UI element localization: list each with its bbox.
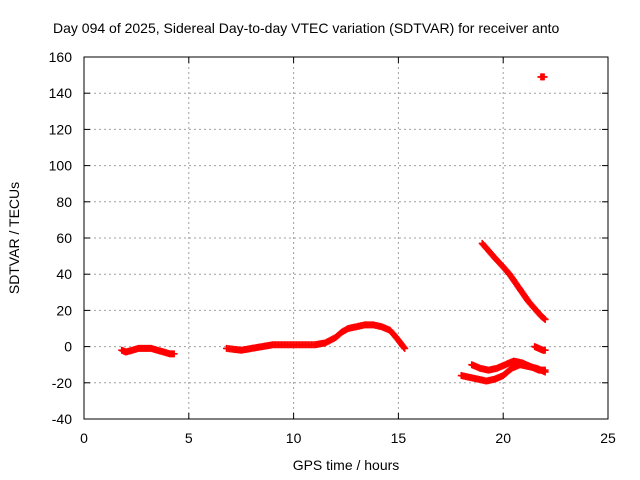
x-tick-label: 15: [391, 430, 407, 446]
x-tick-label: 5: [185, 430, 193, 446]
y-tick-label: 120: [49, 121, 73, 137]
data-points: [118, 73, 549, 385]
x-tick-label: 25: [600, 430, 616, 446]
data-point: [401, 344, 409, 352]
chart-title: Day 094 of 2025, Sidereal Day-to-day VTE…: [53, 20, 560, 36]
data-point: [170, 350, 178, 358]
series-late-short-arc: [531, 343, 549, 354]
x-tick-label: 0: [80, 430, 88, 446]
y-tick-label: 40: [56, 266, 72, 282]
y-tick-label: 80: [56, 194, 72, 210]
data-point: [541, 315, 549, 323]
y-tick-label: 100: [49, 158, 73, 174]
y-axis-label: SDTVAR / TECUs: [6, 182, 22, 294]
y-tick-label: 160: [49, 49, 73, 65]
data-point: [400, 343, 408, 351]
data-point: [540, 315, 548, 323]
series-early-morning-arc: [118, 344, 178, 358]
x-tick-label: 10: [286, 430, 302, 446]
series-evening-arc-B: [468, 357, 549, 374]
y-tick-label: 20: [56, 302, 72, 318]
y-tick-label: -20: [52, 375, 72, 391]
y-tick-label: 0: [64, 339, 72, 355]
x-axis-label: GPS time / hours: [293, 457, 400, 473]
data-point: [541, 366, 549, 374]
y-tick-label: -40: [52, 411, 72, 427]
y-tick-label: 60: [56, 230, 72, 246]
grid-lines: [84, 57, 608, 419]
data-point: [540, 73, 548, 81]
data-point: [541, 346, 549, 354]
series-outlier: [537, 73, 548, 81]
axis-ticks: 0 5 10 15 20 25 -40 -20 0 20 40 60 80 100 120 140 160: [49, 49, 616, 446]
series-midday-arc: [223, 321, 409, 354]
y-tick-label: 140: [49, 85, 73, 101]
series-evening-rising-arc: [478, 239, 549, 323]
x-tick-label: 20: [495, 430, 511, 446]
